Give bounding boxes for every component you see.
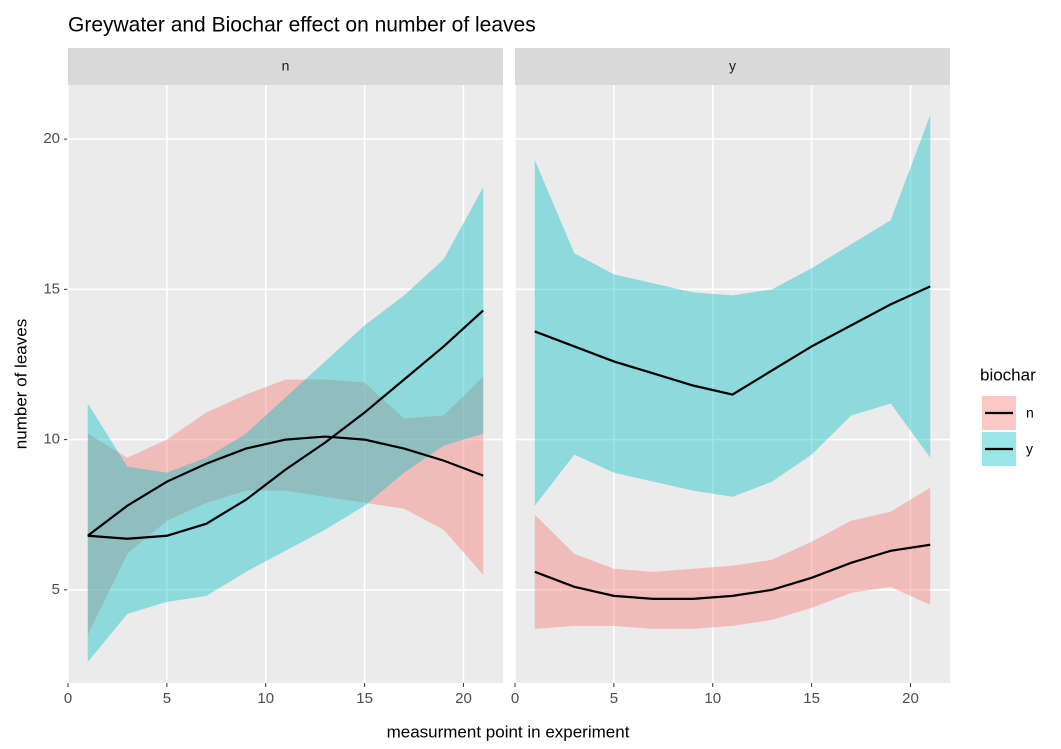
strip-background [68, 48, 503, 85]
smooth-line [534, 543, 931, 600]
strip-background [515, 48, 950, 85]
confidence-band [534, 487, 931, 629]
smooth-line [87, 435, 484, 537]
y-tick-label: 10 [43, 431, 60, 448]
y-axis-title: number of leaves [11, 319, 30, 449]
panel-background [515, 85, 950, 683]
chart-title: Greywater and Biochar effect on number o… [68, 14, 536, 37]
smooth-line [534, 285, 931, 396]
legend-label: n [1026, 405, 1034, 421]
confidence-band [87, 187, 484, 662]
y-tick-label: 20 [43, 130, 60, 147]
x-tick-label: 5 [610, 690, 618, 707]
strip-label: y [729, 58, 736, 74]
y-tick-label: 5 [52, 581, 60, 598]
panel-background [68, 85, 503, 683]
x-tick-label: 15 [356, 690, 373, 707]
x-tick-label: 10 [704, 690, 721, 707]
y-tick-label: 15 [43, 280, 60, 297]
x-tick-label: 10 [257, 690, 274, 707]
confidence-band [534, 115, 931, 506]
x-tick-label: 0 [64, 690, 72, 707]
strip-label: n [282, 58, 290, 74]
smooth-line [87, 309, 484, 540]
x-tick-label: 20 [902, 690, 919, 707]
legend-title: biochar [980, 365, 1036, 384]
legend-label: y [1026, 441, 1033, 457]
x-axis-title: measurment point in experiment [387, 722, 630, 741]
confidence-band [87, 376, 484, 635]
x-tick-label: 20 [455, 690, 472, 707]
x-tick-label: 15 [803, 690, 820, 707]
x-tick-label: 0 [511, 690, 519, 707]
x-tick-label: 5 [163, 690, 171, 707]
